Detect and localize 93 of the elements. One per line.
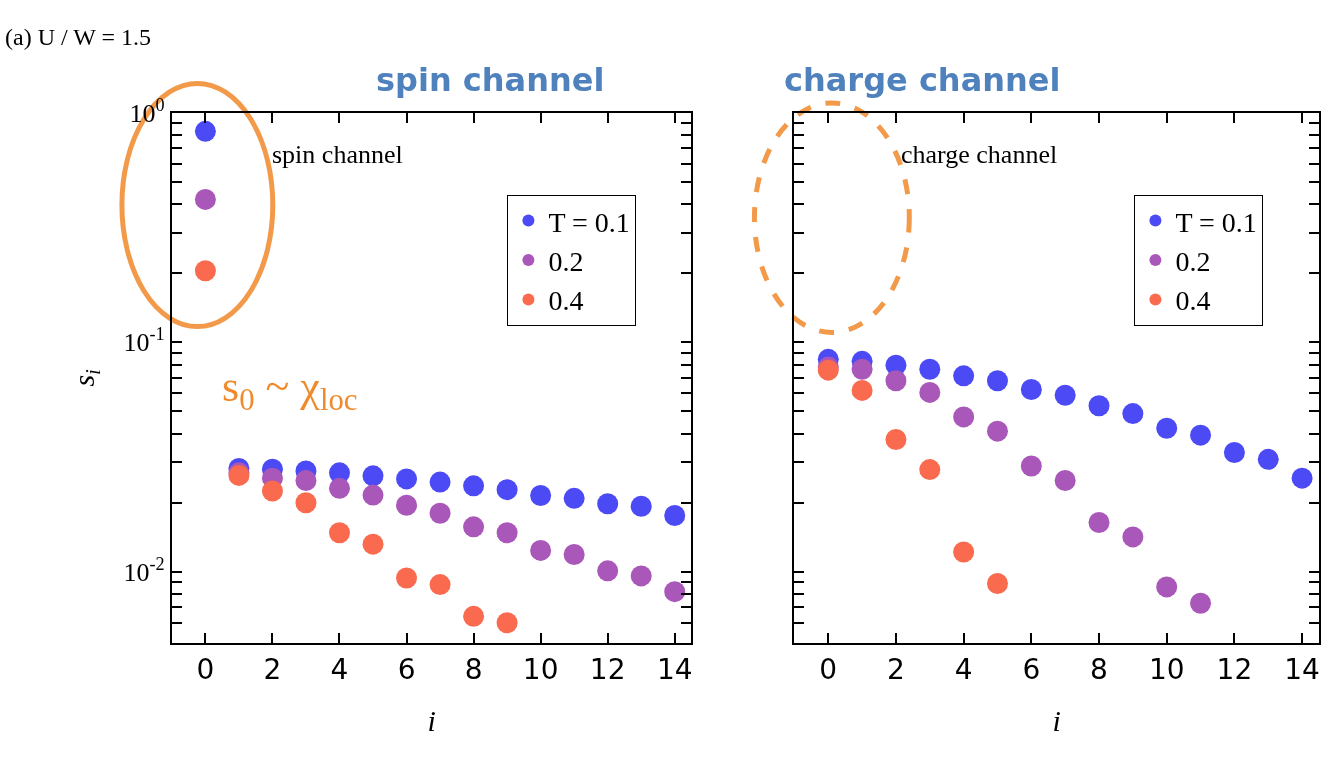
x-axis-title: i [1052, 703, 1061, 737]
point [362, 533, 384, 555]
point [463, 475, 485, 497]
point [530, 485, 552, 507]
annotation: spin channel [272, 140, 403, 169]
point [986, 420, 1008, 442]
x-tick-label: 8 [464, 652, 483, 686]
point [563, 487, 585, 509]
point [1020, 378, 1042, 400]
y-tick-label: 10$^{-1}$ [123, 324, 165, 358]
point [1122, 526, 1144, 548]
x-tick-label: 0 [196, 652, 215, 686]
legend-label: T = 0.1 [548, 206, 630, 238]
point [1190, 592, 1212, 614]
point [496, 612, 518, 634]
point [463, 516, 485, 538]
point [362, 465, 384, 487]
text: (a) U / W = 1.5 [5, 24, 151, 50]
point [1190, 424, 1212, 446]
x-tick-label: 6 [397, 652, 416, 686]
point [396, 494, 418, 516]
x-tick-label: 10 [522, 652, 559, 686]
chart-title: spin channel [376, 61, 605, 99]
legend-label: T = 0.1 [1175, 206, 1257, 238]
point [396, 468, 418, 490]
point [919, 459, 941, 481]
point [1257, 448, 1279, 470]
x-tick-label: 8 [1090, 652, 1108, 686]
point [396, 567, 418, 589]
point [194, 260, 216, 282]
point [362, 484, 384, 506]
point [261, 480, 283, 502]
point [1291, 467, 1313, 489]
x-tick-label: 14 [1284, 652, 1320, 686]
legend-label: 0.2 [548, 245, 584, 277]
point [1223, 442, 1245, 463]
point [851, 358, 873, 380]
point [194, 120, 216, 142]
point [295, 469, 317, 491]
x-tick-label: 2 [887, 652, 905, 686]
point [986, 370, 1008, 392]
x-tick-label: 12 [1216, 652, 1253, 686]
x-tick-label: 10 [1148, 652, 1185, 686]
point [496, 522, 518, 544]
point [953, 541, 975, 563]
annotation: s$_{0}$ ~ χ$_{loc}$ [222, 362, 358, 418]
point [953, 406, 975, 428]
point [851, 379, 873, 401]
x-tick-label: 0 [819, 652, 838, 686]
point [885, 370, 907, 392]
point [664, 581, 686, 603]
point [597, 493, 619, 515]
annotation: charge channel [901, 140, 1058, 169]
point [463, 605, 485, 627]
point [1122, 403, 1144, 425]
point [530, 539, 552, 561]
point [1156, 576, 1178, 598]
point [885, 429, 907, 451]
point [630, 495, 652, 517]
x-tick-label: 6 [1022, 652, 1041, 686]
point [429, 574, 451, 596]
point [496, 479, 518, 501]
point [329, 477, 350, 499]
x-tick-label: 2 [263, 652, 282, 686]
point [1156, 417, 1178, 439]
x-tick-label: 12 [589, 652, 626, 686]
point [429, 502, 451, 524]
point [295, 492, 317, 514]
point [630, 565, 652, 587]
y-tick-label: 10$^{-2}$ [123, 554, 165, 587]
point [919, 358, 941, 380]
point [1054, 384, 1076, 406]
point [1020, 455, 1042, 477]
point [919, 381, 941, 403]
point [953, 365, 975, 387]
point [597, 560, 619, 582]
x-tick-label: 4 [954, 652, 973, 686]
chart-title: charge channel [784, 61, 1061, 99]
point [194, 188, 216, 210]
point [329, 522, 350, 544]
point [1088, 512, 1110, 534]
point [429, 471, 451, 493]
legend-label: 0.2 [1175, 245, 1211, 277]
x-tick-label: 14 [656, 652, 693, 686]
point [1088, 395, 1110, 417]
legend-label: 0.4 [548, 285, 584, 317]
legend-label: 0.4 [1175, 285, 1211, 317]
point [664, 504, 686, 526]
point [986, 572, 1008, 594]
x-tick-label: 4 [330, 652, 349, 686]
x-axis-title: i [427, 703, 436, 737]
point [563, 544, 585, 565]
point [1054, 469, 1076, 491]
